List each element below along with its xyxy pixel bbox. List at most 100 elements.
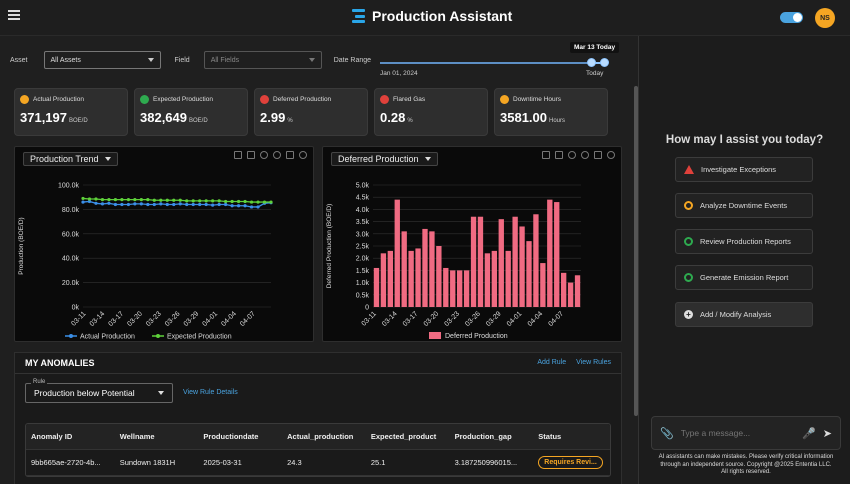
bar xyxy=(484,253,491,307)
status-badge[interactable]: Requires Revi... xyxy=(538,456,603,469)
production-trend-dropdown[interactable]: Production Trend xyxy=(23,152,118,166)
camera-icon[interactable] xyxy=(607,151,615,159)
suggestion-investigate-exceptions[interactable]: Investigate Exceptions xyxy=(675,157,813,182)
bar xyxy=(422,228,428,307)
zoom-icon[interactable] xyxy=(234,151,242,159)
column-header[interactable]: Production_gap xyxy=(454,432,512,441)
slider-track[interactable] xyxy=(380,62,606,64)
kpi-unit: Hours xyxy=(549,118,566,124)
column-header[interactable]: Wellname xyxy=(119,432,155,441)
column-header[interactable]: Anomaly ID xyxy=(31,432,73,441)
x-tick-label: 04-04 xyxy=(220,310,238,328)
chevron-down-icon xyxy=(424,157,431,161)
chart-toolbar xyxy=(542,151,615,159)
kpi-value: 0.28 xyxy=(380,110,406,125)
suggestion-analyze-downtime-events[interactable]: Analyze Downtime Events xyxy=(675,193,813,218)
panel-divider xyxy=(638,36,639,484)
attach-icon[interactable]: 📎 xyxy=(660,427,674,440)
data-point xyxy=(81,196,85,201)
suggestion-generate-emission-report[interactable]: Generate Emission Report xyxy=(675,265,813,290)
zoom-icon[interactable] xyxy=(542,151,550,159)
asset-select[interactable]: All Assets xyxy=(43,51,161,69)
menu-icon[interactable] xyxy=(8,10,20,20)
plus-circle-icon: + xyxy=(684,310,693,319)
data-point xyxy=(107,198,111,202)
target-icon xyxy=(140,95,149,104)
field-select[interactable]: All Fields xyxy=(203,51,322,69)
y-tick-label: 5.0k xyxy=(356,183,370,190)
data-point xyxy=(269,200,273,204)
bar xyxy=(387,250,393,307)
column-header[interactable]: Status xyxy=(538,432,562,441)
data-point xyxy=(146,202,150,207)
actual-production-cell: 24.3 xyxy=(287,458,302,467)
data-point xyxy=(165,198,169,202)
rule-select[interactable]: Production below Potential xyxy=(25,383,173,403)
data-point xyxy=(120,202,124,207)
theme-toggle[interactable] xyxy=(780,12,803,23)
deferred-production-dropdown[interactable]: Deferred Production xyxy=(331,152,438,166)
asset-label: Asset xyxy=(10,56,28,64)
kpi-value: 382,649 xyxy=(140,110,187,125)
y-tick-label: 1.5k xyxy=(356,268,370,275)
lasso-icon[interactable] xyxy=(273,151,281,159)
x-tick-label: 03-26 xyxy=(164,310,182,328)
legend-label: Actual Production xyxy=(80,334,135,341)
lasso-icon[interactable] xyxy=(581,151,589,159)
download-icon[interactable] xyxy=(286,151,294,159)
pie-chart-icon xyxy=(684,237,693,246)
y-tick-label: 60.0k xyxy=(62,231,80,238)
kpi-label: Deferred Production xyxy=(273,96,332,103)
download-icon[interactable] xyxy=(594,151,602,159)
bar xyxy=(470,216,477,307)
table-row[interactable]: 9bb665ae-2720-4b... Sundown 1831H 2025-0… xyxy=(26,450,610,476)
zoom-in-icon[interactable] xyxy=(247,151,255,159)
pan-icon[interactable] xyxy=(568,151,576,159)
data-point xyxy=(94,201,98,205)
clock-icon xyxy=(500,95,509,104)
x-tick-label: 03-29 xyxy=(485,310,503,328)
kpi-card: Actual Production 371,197 BOE/D xyxy=(14,88,128,136)
slider-start-handle[interactable] xyxy=(587,58,596,67)
anomalies-panel: MY ANOMALIES Add Rule View Rules Product… xyxy=(14,352,622,484)
send-icon[interactable]: ➤ xyxy=(822,427,832,440)
date-range-slider[interactable]: Mar 13 Today Jan 01, 2024 Today xyxy=(380,40,620,80)
data-point xyxy=(100,198,105,202)
bar xyxy=(498,219,504,307)
kpi-card: Expected Production 382,649 BOE/D xyxy=(134,88,248,136)
x-tick-label: 03-29 xyxy=(183,310,201,328)
data-point xyxy=(211,199,215,203)
view-rules-link[interactable]: View Rules xyxy=(576,359,611,366)
suggestion-label: Investigate Exceptions xyxy=(701,165,777,174)
camera-icon[interactable] xyxy=(299,151,307,159)
x-tick-label: 03-17 xyxy=(402,310,420,328)
x-tick-label: 03-11 xyxy=(70,310,87,327)
legend-marker xyxy=(156,334,160,338)
zoom-in-icon[interactable] xyxy=(555,151,563,159)
view-rule-details-link[interactable]: View Rule Details xyxy=(183,389,238,396)
suggestion-label: Add / Modify Analysis xyxy=(700,310,772,319)
anomalies-title: MY ANOMALIES xyxy=(25,358,95,368)
data-point xyxy=(256,200,260,204)
legend-label: Expected Production xyxy=(167,334,232,341)
suggestion-review-production-reports[interactable]: Review Production Reports xyxy=(675,229,813,254)
add-rule-link[interactable]: Add Rule xyxy=(537,359,567,366)
scrollbar[interactable] xyxy=(634,86,638,416)
microphone-icon[interactable]: 🎤 xyxy=(802,427,816,440)
data-point xyxy=(126,202,130,207)
data-point xyxy=(243,199,247,204)
kpi-unit: % xyxy=(407,118,413,124)
column-header[interactable]: Productiondate xyxy=(203,432,259,441)
slider-end-handle[interactable] xyxy=(600,58,609,67)
bar xyxy=(554,202,560,307)
suggestion-add-modify-analysis[interactable]: + Add / Modify Analysis xyxy=(675,302,813,327)
data-point xyxy=(113,198,118,202)
message-input[interactable] xyxy=(680,428,796,438)
column-header[interactable]: Expected_product xyxy=(370,432,437,441)
pan-icon[interactable] xyxy=(260,151,268,159)
data-point xyxy=(204,202,208,207)
kpi-row: Actual Production 371,197 BOE/D Expected Pr… xyxy=(14,88,608,136)
avatar[interactable]: NS xyxy=(815,8,835,28)
column-header[interactable]: Actual_production xyxy=(287,432,354,441)
y-tick-label: 1.0k xyxy=(356,280,370,287)
